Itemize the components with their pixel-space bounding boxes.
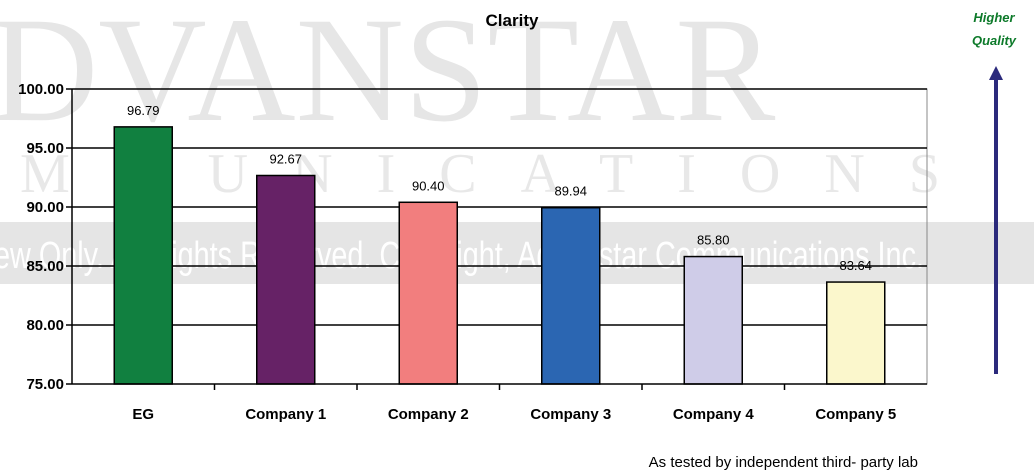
bars (113, 126, 886, 385)
chart-title: Clarity (486, 11, 539, 30)
x-tick-label: Company 5 (815, 406, 896, 423)
y-tick-label: 90.00 (26, 199, 64, 216)
y-tick-label: 75.00 (26, 376, 64, 393)
x-tick-label: EG (132, 406, 154, 423)
up-arrow-icon (989, 66, 1003, 374)
data-label: 85.80 (697, 233, 730, 248)
bar-company-3 (541, 206, 601, 385)
y-tick-label: 80.00 (26, 317, 64, 334)
higher-quality-label-line1: Higher (973, 10, 1015, 25)
footer-note: As tested by independent third- party la… (649, 454, 918, 470)
bar-company-2 (398, 201, 458, 385)
data-label: 92.67 (269, 151, 302, 166)
x-tick-label: Company 3 (530, 406, 611, 423)
x-tick-label: Company 4 (673, 406, 755, 423)
bar-company-4 (683, 255, 743, 385)
x-axis-ticks: EG Company 1 Company 2 Company 3 Company 4 Co… (132, 384, 896, 423)
y-axis-ticks: 100.00 95.00 90.00 85.00 80.00 75.00 (18, 81, 72, 393)
bar-eg (113, 126, 173, 385)
y-tick-label: 95.00 (26, 140, 64, 157)
bar-company-5 (826, 281, 886, 385)
data-label: 90.40 (412, 178, 445, 193)
y-tick-label: 100.00 (18, 81, 64, 98)
gridlines (72, 88, 927, 326)
value-labels: 96.79 92.67 90.40 89.94 85.80 83.64 (127, 103, 872, 273)
y-tick-label: 85.00 (26, 258, 64, 275)
bar-company-1 (256, 174, 316, 385)
x-tick-label: Company 2 (388, 406, 469, 423)
data-label: 96.79 (127, 103, 160, 118)
higher-quality-label-line2: Quality (972, 33, 1017, 48)
data-label: 83.64 (839, 258, 872, 273)
x-tick-label: Company 1 (245, 406, 326, 423)
data-label: 89.94 (554, 184, 587, 199)
